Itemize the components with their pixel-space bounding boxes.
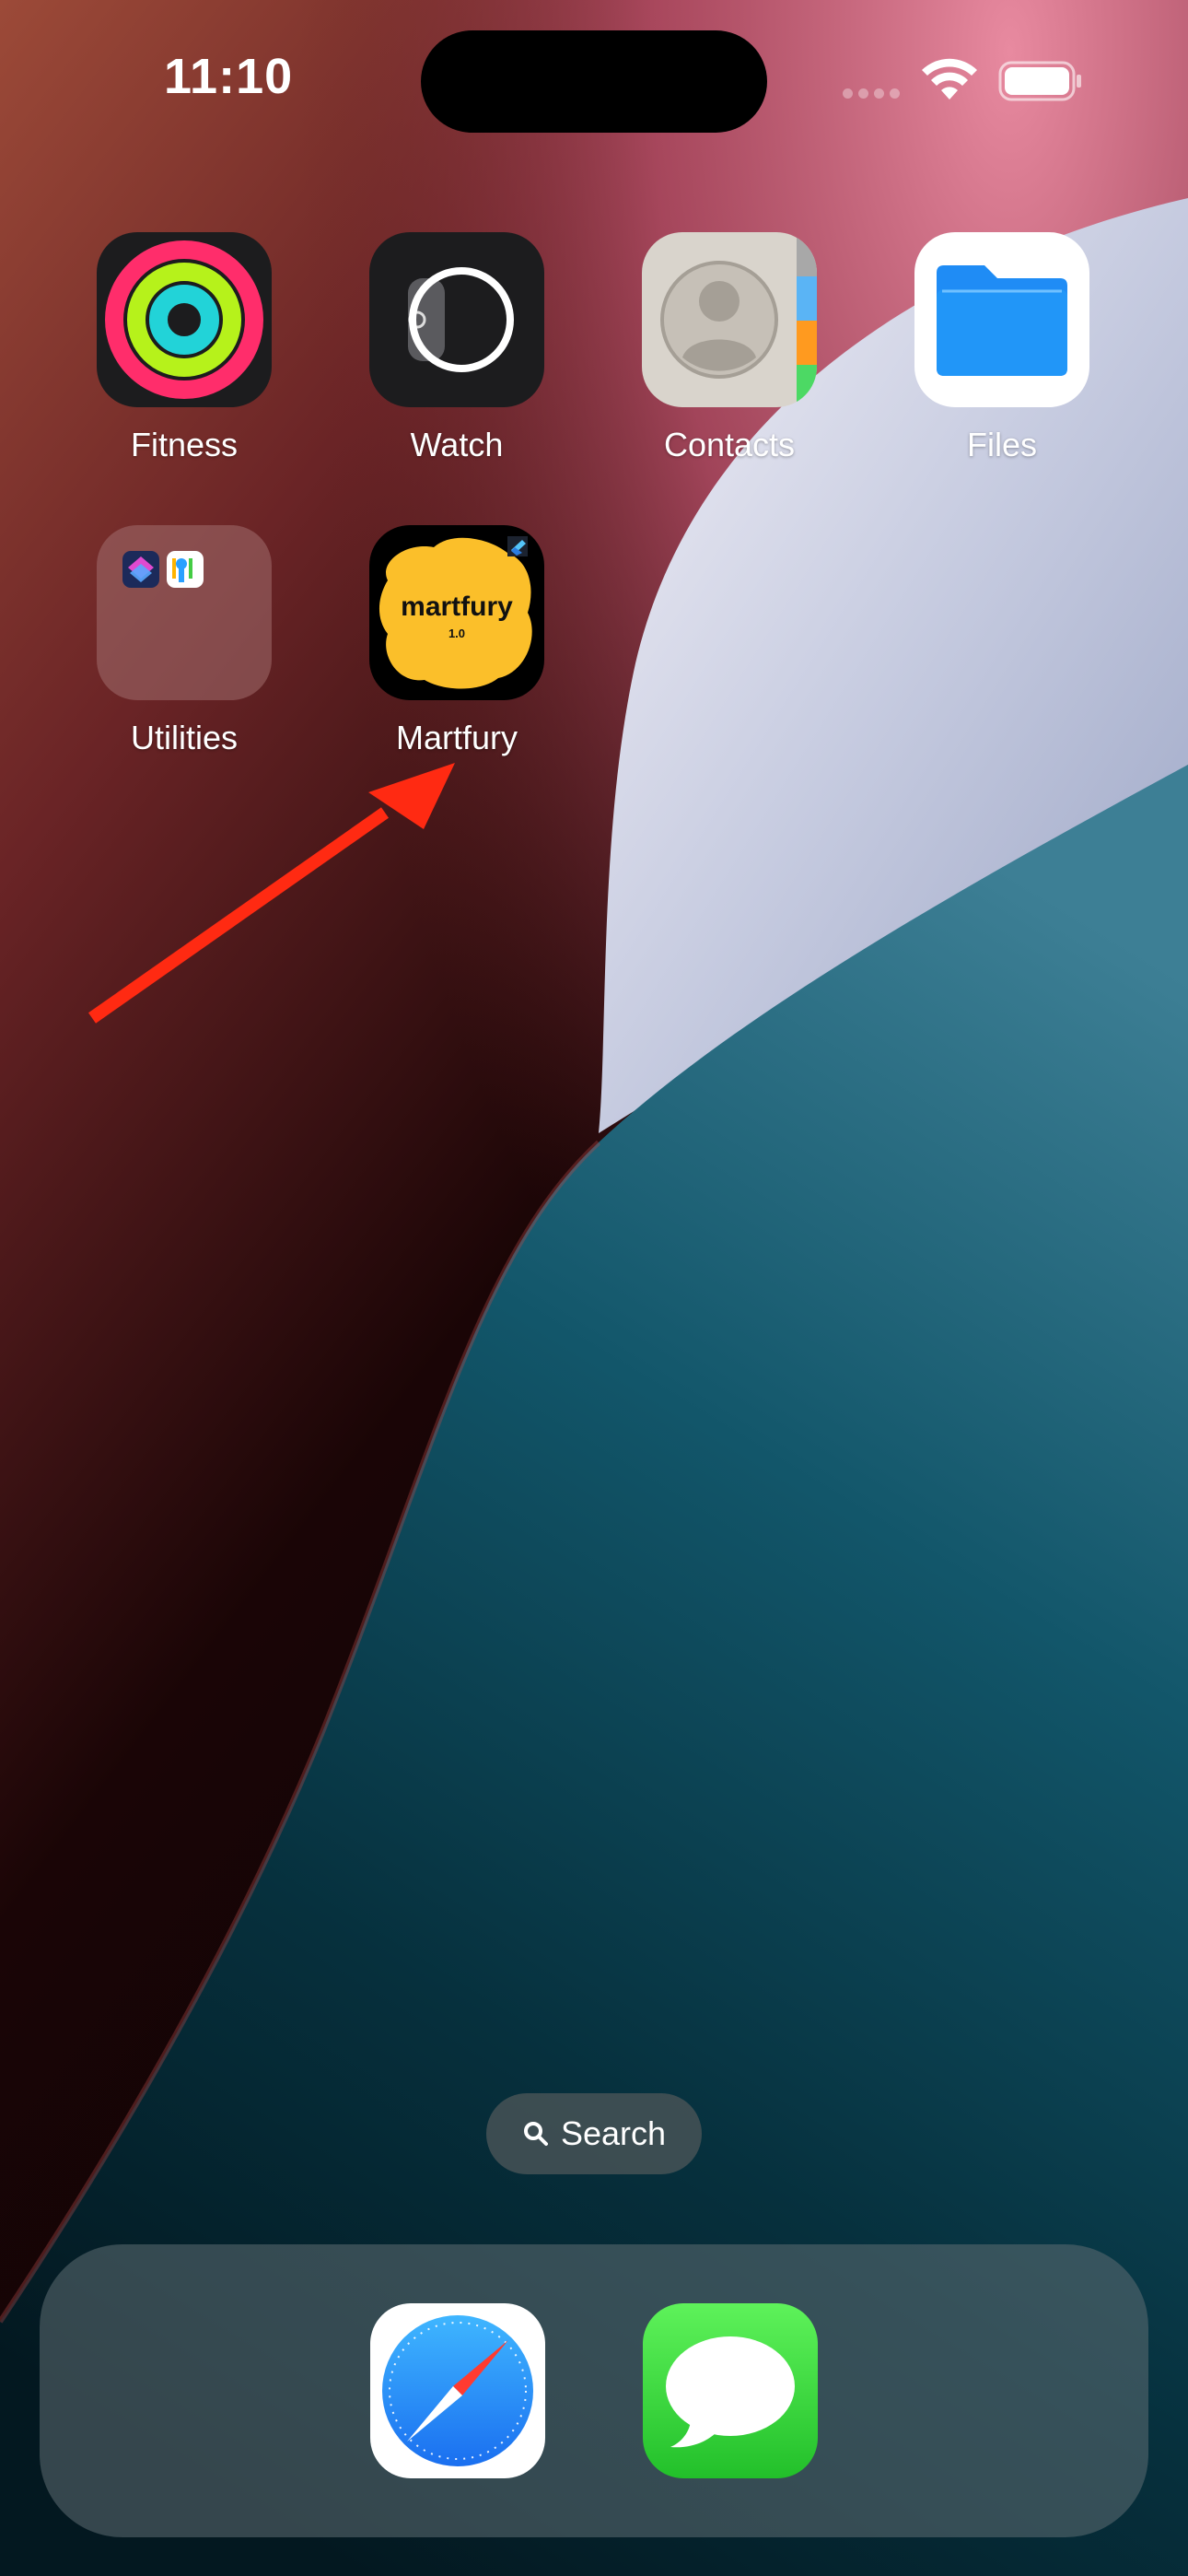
app-fitness[interactable]: Fitness xyxy=(97,232,272,464)
folder-label-utilities: Utilities xyxy=(130,719,238,756)
safari-compass-icon xyxy=(370,2303,545,2478)
dynamic-island xyxy=(421,30,767,133)
martfury-logo-version: 1.0 xyxy=(448,626,465,640)
wifi-icon xyxy=(922,58,977,100)
martfury-logo-icon: martfury 1.0 xyxy=(369,525,544,700)
spotlight-search-button[interactable]: Search xyxy=(486,2093,702,2174)
app-label-contacts: Contacts xyxy=(663,426,796,463)
app-label-files: Files xyxy=(966,426,1037,463)
status-bar: 11:10 xyxy=(0,0,1188,157)
search-icon xyxy=(523,2122,548,2146)
status-time: 11:10 xyxy=(164,49,294,104)
watch-icon xyxy=(369,232,544,407)
dock-app-safari[interactable] xyxy=(370,2303,545,2478)
app-label-fitness: Fitness xyxy=(130,426,239,463)
app-martfury[interactable]: martfury 1.0 Martfury xyxy=(369,525,544,757)
contacts-icon xyxy=(642,232,817,407)
cellular-signal-icon xyxy=(843,87,907,99)
folder-utilities[interactable]: Utilities xyxy=(97,525,272,757)
fitness-rings-icon xyxy=(97,232,272,407)
app-label-martfury: Martfury xyxy=(395,719,518,756)
dock xyxy=(40,2244,1148,2537)
utilities-folder-icon xyxy=(97,525,272,700)
search-label: Search xyxy=(560,2114,667,2152)
folder-icon xyxy=(914,232,1089,407)
dock-app-messages[interactable] xyxy=(643,2303,818,2478)
martfury-logo-text: martfury xyxy=(401,591,513,622)
app-contacts[interactable]: Contacts xyxy=(642,232,817,464)
messages-bubble-icon xyxy=(643,2303,818,2478)
app-watch[interactable]: Watch xyxy=(369,232,544,464)
battery-icon xyxy=(998,61,1081,101)
app-files[interactable]: Files xyxy=(914,232,1089,464)
app-label-watch: Watch xyxy=(410,426,504,463)
